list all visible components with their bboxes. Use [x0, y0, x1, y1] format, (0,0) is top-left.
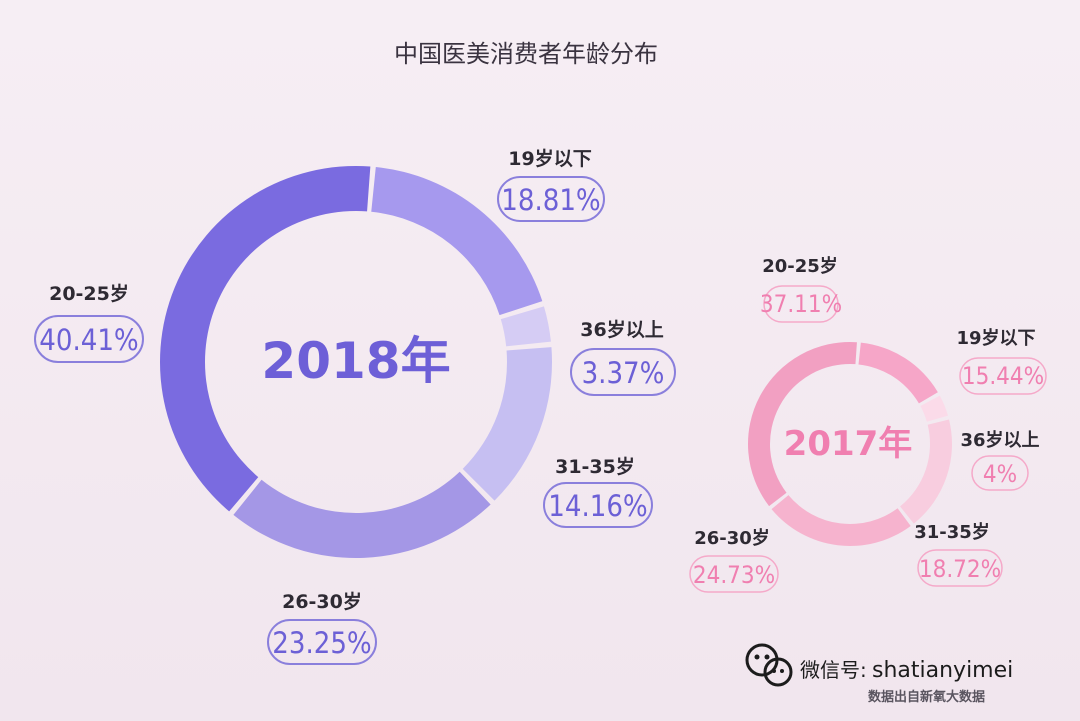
segment-2017-19below — [858, 342, 938, 404]
segment-2018-19below — [371, 167, 543, 316]
center-label-2017: 2017年 — [784, 424, 913, 464]
value-label: 14.16% — [548, 489, 647, 523]
donut-chart-2017 — [747, 342, 953, 546]
value-label: 18.81% — [501, 183, 600, 217]
value-label: 3.37% — [582, 356, 665, 390]
label-2018-20-25: 20-25岁 40.41% — [34, 282, 144, 363]
segment-2017-31-35 — [900, 419, 953, 524]
value-badge — [917, 549, 1003, 587]
category-label: 26-30岁 — [282, 590, 362, 613]
center-label-2018: 2018年 — [261, 332, 450, 390]
value-badge — [763, 285, 839, 323]
segment-2017-36above — [920, 395, 948, 422]
value-badge — [267, 619, 377, 665]
category-label: 31-35岁 — [914, 521, 990, 543]
label-2018-31-35: 31-35岁 14.16% — [543, 455, 653, 528]
category-label: 20-25岁 — [762, 255, 838, 277]
value-label: 24.73% — [693, 561, 775, 589]
category-label: 20-25岁 — [49, 282, 129, 305]
value-label: 23.25% — [272, 626, 371, 660]
wechat-prefix: 微信号: — [800, 658, 867, 682]
wechat-watermark: 微信号: shatianyimei 数据出自新氧大数据 — [745, 643, 1013, 705]
value-badge — [689, 555, 779, 593]
label-2018-19below: 19岁以下 18.81% — [497, 147, 605, 222]
value-badge — [543, 482, 653, 528]
wechat-logo-icon — [745, 643, 793, 687]
value-label: 40.41% — [39, 323, 138, 357]
value-label: 37.11% — [760, 290, 842, 318]
label-2017-19below: 19岁以下 15.44% — [956, 327, 1047, 395]
value-badge — [497, 176, 605, 222]
segment-2018-26-30 — [233, 471, 491, 558]
category-label: 36岁以上 — [960, 429, 1039, 451]
label-2017-36above: 36岁以上 4% — [960, 429, 1040, 491]
segment-2018-31-35 — [462, 347, 552, 501]
value-label: 4% — [983, 460, 1017, 488]
value-label: 15.44% — [962, 362, 1044, 390]
category-label: 26-30岁 — [694, 527, 770, 549]
segment-2018-20-25 — [160, 166, 371, 512]
value-label: 18.72% — [919, 555, 1001, 583]
data-source: 数据出自新氧大数据 — [868, 689, 985, 705]
label-2017-26-30: 26-30岁 24.73% — [689, 527, 779, 593]
chart-title: 中国医美消费者年龄分布 — [394, 40, 658, 68]
category-label: 19岁以下 — [508, 147, 591, 170]
wechat-id: shatianyimei — [872, 658, 1013, 683]
value-badge — [959, 357, 1047, 395]
category-label: 36岁以上 — [580, 318, 663, 341]
donut-chart-2018 — [160, 166, 552, 558]
label-2018-26-30: 26-30岁 23.25% — [267, 590, 377, 665]
label-2017-20-25: 20-25岁 37.11% — [760, 255, 842, 323]
segment-2017-20-25 — [747, 342, 857, 507]
value-badge — [34, 315, 144, 363]
segment-2017-26-30 — [771, 495, 911, 546]
segment-2018-36above — [500, 306, 551, 347]
value-badge — [570, 348, 676, 396]
category-label: 19岁以下 — [956, 327, 1035, 349]
label-2017-31-35: 31-35岁 18.72% — [914, 521, 1003, 587]
value-badge — [971, 455, 1029, 491]
category-label: 31-35岁 — [555, 455, 635, 478]
label-2018-36above: 36岁以上 3.37% — [570, 318, 676, 396]
